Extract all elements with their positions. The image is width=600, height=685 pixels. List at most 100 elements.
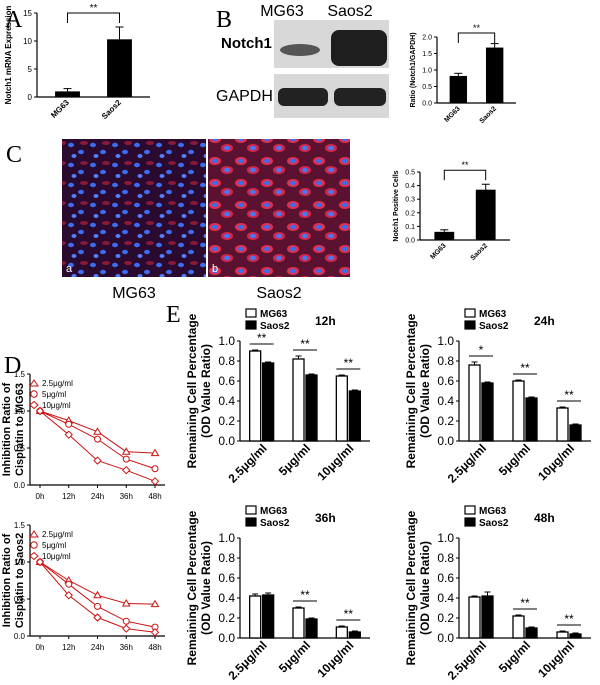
chart-e-36h-ytick-label: 0.8 [218, 551, 235, 565]
chart-e-48h: 0.00.20.40.60.81.02.5μg/ml 5μg/ml**10μg/m… [404, 505, 591, 683]
chart-d1-marker-diamond [35, 406, 45, 416]
chart-d2-marker-diamond [93, 613, 102, 622]
chart-b-sig-bracket [457, 32, 496, 43]
chart-e-48h-ytick-label: 0.2 [437, 611, 454, 625]
chart-d1-series-line [39, 410, 156, 482]
chart-e-48h-sig-label: ** [520, 596, 530, 610]
chart-d1-ytick-label: 0.5 [14, 444, 26, 453]
chart-e-12h-legend-swatch [245, 308, 257, 318]
chart-e-24h-sig-label: ** [564, 388, 574, 402]
chart-d1-marker-circle [94, 435, 101, 443]
chart-e-48h-ytick-label: 0.4 [437, 591, 454, 605]
chart-d2-xtick-label: 24h [91, 643, 104, 652]
chart-e-12h-legend-swatch [245, 320, 257, 330]
blot-band-notch1-saos2 [331, 30, 387, 66]
chart-d1-xtick-label: 48h [148, 492, 161, 501]
blot-label-gapdh: GAPDH [216, 88, 273, 105]
chart-d2-xtick-label: 48h [148, 643, 161, 652]
chart-e-36h-ytick-label: 0.6 [218, 571, 235, 585]
chart-a-ytick-label: 0 [28, 93, 33, 102]
chart-d2-ylabel: Cisplatin to Saos2 [14, 533, 26, 628]
chart-a-ylabel: Notch1 mRNA Expression [4, 5, 13, 104]
chart-e-12h-bar [262, 362, 275, 442]
chart-d2-legend-marker [29, 530, 39, 538]
chart-e-12h-ytick-label: 0.8 [218, 354, 235, 368]
chart-e-24h-xtick-label: 10μg/ml [535, 441, 577, 483]
chart-e-48h-xtick-label: 10μg/ml [535, 638, 577, 680]
panel-label-c: C [6, 142, 22, 168]
chart-e-12h-bar [348, 390, 361, 442]
micrograph-saos2-image [208, 139, 350, 277]
blot-band-gapdh-mg63 [278, 88, 328, 106]
chart-e-12h-sig-label: ** [344, 356, 354, 370]
chart-c-ytick-label: 0.4 [405, 183, 415, 190]
chart-e-36h-legend-swatch [245, 517, 257, 527]
chart-e-12h-title: 12h [315, 314, 336, 328]
chart-d1-marker-circle [151, 465, 159, 473]
chart-e-36h-ylabel: Remaining Cell Percentage [185, 510, 199, 665]
chart-e-24h-title: 24h [534, 314, 555, 328]
chart-e-36h-bar [348, 631, 361, 639]
chart-e-48h-bar [525, 627, 538, 639]
chart-e-36h-xtick-label: 10μg/ml [314, 638, 356, 680]
micrograph-mg63-label: MG63 [112, 285, 156, 302]
chart-d2-marker-circle [94, 602, 101, 610]
chart-e-12h-sig-label: ** [300, 337, 310, 351]
chart-b: 0.0 0.5 1.0 1.5 2.0 MG63 Saos2 ** Ratio (Notch1/… [410, 23, 516, 125]
chart-e-24h-ytick-label: 0.8 [437, 354, 454, 368]
chart-d1-marker-circle [122, 455, 130, 463]
chart-e-12h-bar [249, 350, 262, 442]
chart-d1-ylabel: Inhibition Ratio of [1, 382, 13, 476]
chart-b-ytick-label: 1.5 [422, 51, 432, 58]
chart-e-36h-bar [262, 594, 275, 639]
chart-c-ytick-label: 0.2 [405, 210, 415, 217]
chart-d1-xtick-label: 36h [120, 492, 133, 501]
chart-e-24h-ytick-label: 0.0 [437, 434, 454, 448]
chart-e-12h-sig-label: ** [257, 331, 267, 345]
chart-e-24h-legend-swatch [464, 320, 476, 330]
chart-d1-marker-diamond [122, 465, 131, 475]
chart-c-ytick-label: 0.5 [405, 169, 415, 176]
chart-d2-ytick-label: 1.5 [14, 521, 26, 530]
chart-e-24h-legend-label: MG63 [479, 309, 507, 320]
blot-band-notch1-mg63 [280, 44, 320, 56]
chart-e-48h-bar [556, 631, 569, 639]
chart-d1-ytick-label: 1.5 [14, 370, 26, 379]
micrograph-saos2: b Saos2 [208, 139, 350, 302]
chart-b-ytick-label: 0.5 [422, 84, 432, 91]
chart-e-12h-ylabel: Remaining Cell Percentage [185, 313, 199, 468]
chart-e-36h-sig-label: ** [300, 588, 310, 602]
chart-e-48h-sig-label: ** [564, 612, 574, 626]
micrograph-mg63-image [62, 139, 206, 277]
chart-e-48h-legend-swatch [464, 505, 476, 515]
chart-e-36h-ylabel: (OD Value Ratio) [199, 541, 213, 635]
chart-e-12h-bar [335, 375, 348, 442]
blot-label-notch1: Notch1 [221, 35, 272, 52]
chart-d2-marker-diamond [35, 557, 45, 567]
chart-c-ytick-label: 0.3 [405, 197, 415, 204]
chart-e-36h-sig-label: ** [344, 607, 354, 621]
panel-label-a: A [5, 7, 23, 33]
chart-d2-marker-triangle [150, 599, 160, 608]
chart-d1-legend-label: 5μg/ml [42, 390, 66, 399]
blot-band-gapdh-saos2 [334, 88, 386, 106]
chart-e-48h-ytick-label: 1.0 [437, 531, 454, 545]
chart-e-24h-legend-label: Saos2 [479, 321, 509, 332]
chart-e-36h-title: 36h [315, 511, 336, 525]
chart-d2-marker-diamond [122, 624, 131, 633]
chart-e-36h-ytick-label: 0.4 [218, 591, 235, 605]
chart-e-24h-xtick-label: 5μg/ml [496, 441, 533, 478]
chart-d1-marker-triangle [93, 427, 102, 435]
chart-c-sig-label: ** [461, 160, 469, 170]
chart-a-bar [107, 39, 132, 97]
chart-d2-marker-triangle [121, 598, 131, 607]
chart-e-12h-ytick-label: 0.4 [218, 394, 235, 408]
chart-e-48h-ytick-label: 0.6 [437, 571, 454, 585]
chart-d2-marker-triangle [93, 590, 102, 599]
chart-a-bar [55, 91, 80, 97]
chart-d1-ytick-label: 0.0 [14, 481, 26, 490]
chart-c-ytick-label: 0.1 [405, 224, 415, 231]
chart-d2-ytick-label: 0.0 [14, 632, 26, 641]
chart-e-36h-bar [292, 607, 305, 639]
chart-d1-marker-diamond [64, 430, 73, 439]
